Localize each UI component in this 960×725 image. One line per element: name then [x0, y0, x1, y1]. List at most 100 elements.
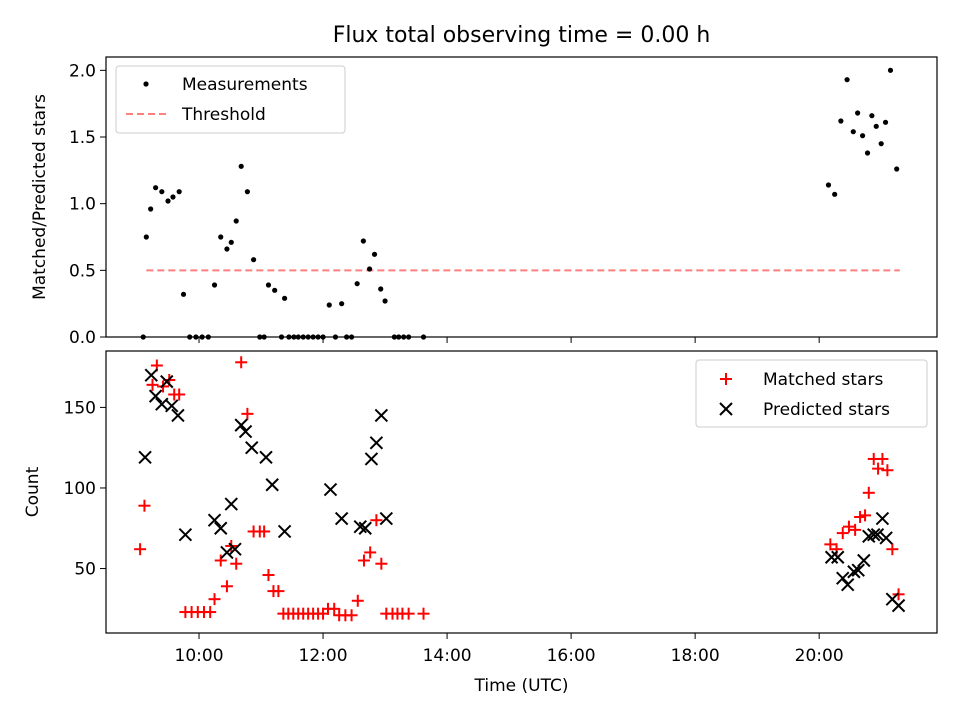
predicted-star-point — [178, 527, 193, 542]
predicted-star-point — [160, 374, 174, 389]
predicted-star-point — [840, 577, 855, 592]
matched-star-point — [364, 546, 377, 559]
predicted-star-point — [238, 424, 253, 439]
predicted-star-point — [148, 389, 163, 403]
measurement-point — [825, 182, 832, 188]
predicted-star-point — [374, 408, 389, 423]
count-x-tick-label: 14:00 — [423, 646, 472, 666]
predicted-star-point — [847, 565, 861, 579]
matched-star-point — [849, 523, 862, 536]
matched-star-point — [370, 514, 383, 527]
predicted-star-point — [265, 478, 279, 492]
matched-star-point — [214, 554, 227, 567]
measurement-point — [859, 133, 866, 139]
count-x-tick-label: 12:00 — [299, 646, 348, 666]
predicted-star-point — [214, 521, 228, 535]
predicted-star-point — [220, 545, 234, 560]
matched-star-point — [859, 509, 872, 522]
matched-star-point — [262, 568, 275, 581]
count-x-axis-label: Time (UTC) — [474, 676, 569, 696]
measurement-point — [170, 194, 176, 200]
matched-star-point — [351, 594, 364, 607]
predicted-star-point — [857, 553, 871, 568]
matched-star-point — [138, 499, 151, 512]
measurement-point — [228, 239, 234, 245]
measurement-point — [211, 282, 218, 288]
predicted-star-point — [836, 571, 850, 585]
count-y-tick-label: 150 — [64, 398, 96, 418]
measurement-point — [855, 110, 861, 116]
matched-star-point — [862, 486, 875, 499]
measurement-point — [869, 113, 875, 119]
ratio-legend-box — [115, 65, 346, 134]
measurement-point — [354, 281, 360, 287]
measurement-point — [148, 206, 154, 212]
predicted-star-point — [870, 527, 885, 542]
count-y-tick-label: 100 — [64, 479, 96, 499]
measurement-point — [339, 301, 345, 307]
ratio-y-tick-label: 1.5 — [69, 128, 96, 148]
measurement-point — [282, 295, 288, 301]
measurement-point — [265, 282, 272, 288]
predicted-star-point — [171, 408, 185, 423]
ratio-y-axis-label: Matched/Predicted stars — [30, 94, 50, 300]
count-legend-box — [695, 359, 928, 428]
measurement-point — [238, 163, 244, 169]
predicted-star-point — [891, 598, 906, 613]
matched-star-point — [836, 527, 849, 540]
predicted-star-point — [824, 550, 839, 564]
legend-matched-marker — [720, 373, 732, 385]
predicted-star-point — [358, 521, 372, 535]
count-panel-frame — [105, 350, 938, 634]
measurement-point — [864, 150, 871, 156]
legend-predicted-marker — [719, 402, 733, 416]
legend-measurements-marker — [143, 81, 149, 87]
ratio-y-tick-label: 1.0 — [69, 195, 96, 215]
predicted-star-point — [879, 531, 893, 545]
matched-star-point — [241, 407, 254, 420]
matched-star-point — [417, 607, 430, 620]
measurement-point — [894, 166, 900, 172]
matched-star-point — [146, 378, 159, 391]
measurement-point — [180, 291, 187, 297]
measurement-point — [838, 118, 844, 124]
matched-star-point — [235, 356, 248, 369]
matched-star-point — [881, 464, 894, 477]
measurement-point — [218, 234, 224, 240]
measurement-point — [176, 189, 182, 195]
measurement-point — [850, 129, 856, 135]
matched-star-point — [328, 602, 341, 615]
measurement-point — [165, 198, 171, 204]
matched-star-point — [872, 462, 885, 475]
predicted-star-point — [228, 542, 242, 556]
predicted-star-point — [234, 418, 248, 432]
chart-title: Flux total observing time = 0.00 h — [333, 23, 711, 48]
measurement-point — [233, 218, 239, 224]
legend-measurements-label: Measurements — [182, 75, 308, 95]
legend-threshold-label: Threshold — [181, 105, 266, 125]
measurement-point — [159, 189, 165, 195]
legend-predicted-label: Predicted stars — [763, 400, 890, 420]
predicted-star-point — [165, 399, 179, 413]
predicted-star-point — [323, 482, 338, 497]
matched-star-point — [345, 609, 358, 622]
measurement-point — [887, 67, 894, 73]
count-legend: Matched stars Predicted stars — [695, 359, 928, 428]
predicted-star-point — [364, 452, 379, 466]
legend-matched-label: Matched stars — [763, 370, 883, 390]
measurement-point — [143, 234, 149, 240]
measurement-point — [153, 185, 159, 191]
measurement-point — [366, 266, 373, 272]
matched-star-point — [258, 525, 271, 538]
count-x-tick-label: 16:00 — [547, 646, 596, 666]
predicted-star-point — [379, 511, 394, 526]
measurement-point — [272, 287, 278, 293]
ratio-legend: Measurements Threshold — [115, 65, 346, 134]
ratio-panel-frame — [105, 56, 938, 338]
predicted-star-point — [138, 450, 152, 465]
predicted-star-point — [334, 511, 349, 526]
matched-star-point — [824, 538, 837, 551]
predicted-star-point — [831, 550, 845, 564]
